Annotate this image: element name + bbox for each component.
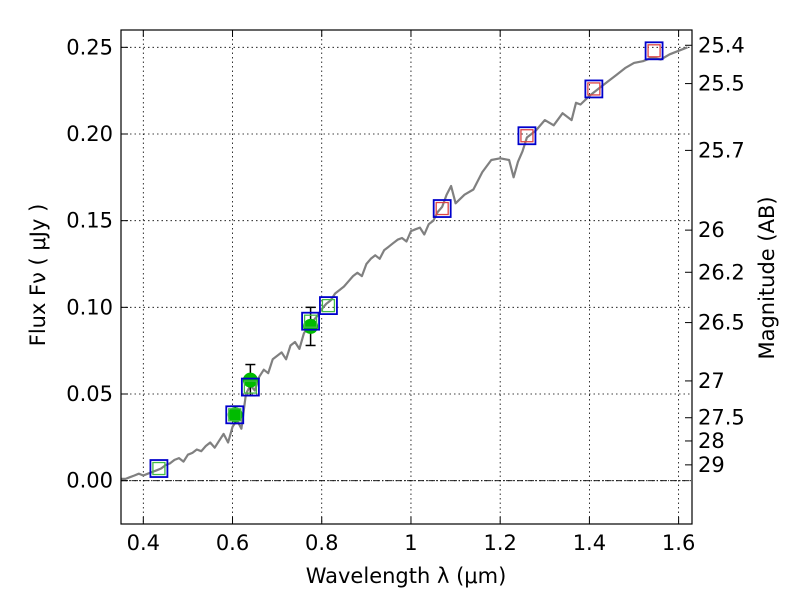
spectrum-series xyxy=(121,46,688,480)
model-box-inner xyxy=(647,44,661,58)
model-box xyxy=(301,311,320,331)
plot-frame xyxy=(120,29,693,525)
y-tick-label: 0.00 xyxy=(66,469,113,493)
magnitude-tick-label: 26.5 xyxy=(698,311,745,335)
magnitude-tick-label: 25.4 xyxy=(698,33,745,57)
model-box-inner xyxy=(152,461,166,476)
model-box-inner xyxy=(321,298,336,313)
y-axis-label: Flux Fν ( μJy ) xyxy=(26,204,50,347)
observed-point xyxy=(227,407,243,423)
x-tick-label: 1.4 xyxy=(573,531,606,555)
y-tick-label: 0.10 xyxy=(66,295,113,319)
observed-point xyxy=(303,318,319,334)
magnitude-tick-label: 27 xyxy=(698,369,725,393)
observed-point xyxy=(242,372,258,388)
model-box-inner xyxy=(228,408,242,422)
model-box-inner xyxy=(243,380,258,394)
model-box xyxy=(319,296,338,316)
magnitude-tick-label: 26.2 xyxy=(698,260,745,284)
magnitude-tick-label: 27.5 xyxy=(698,406,745,430)
magnitude-tick-label: 25.7 xyxy=(698,138,745,162)
model-box xyxy=(644,41,664,61)
y-tick-labels: 0.00 0.05 0.10 0.15 0.20 0.25 xyxy=(66,35,113,492)
x-tick-label: 0.4 xyxy=(127,531,160,555)
model-box-series xyxy=(149,41,664,478)
model-box-inner xyxy=(435,201,449,216)
grid-lines xyxy=(121,30,692,524)
x-tick-label: 1.2 xyxy=(483,531,516,555)
model-box xyxy=(432,199,452,218)
x-tick-labels: 0.4 0.6 0.8 1 1.2 1.4 1.6 xyxy=(127,531,696,555)
magnitude-axis-label: Magnitude (AB) xyxy=(755,196,779,359)
x-tick-label: 1.6 xyxy=(662,531,695,555)
magnitude-tick-label: 26 xyxy=(698,218,725,242)
model-box xyxy=(517,126,537,146)
model-box-inner xyxy=(587,82,601,96)
spectrum-line xyxy=(121,46,688,480)
model-box xyxy=(240,377,260,397)
x-axis-label: Wavelength λ (μm) xyxy=(306,564,507,588)
model-box-inner xyxy=(303,314,318,328)
model-box xyxy=(584,79,604,99)
magnitude-tick-label: 29 xyxy=(698,453,725,477)
x-tick-label: 0.6 xyxy=(216,531,249,555)
axis-ticks xyxy=(121,30,692,524)
x-tick-label: 1 xyxy=(404,531,417,555)
model-box xyxy=(225,405,245,425)
y-tick-label: 0.20 xyxy=(66,122,113,146)
y-tick-label: 0.15 xyxy=(66,209,113,233)
x-tick-label: 0.8 xyxy=(305,531,338,555)
y-tick-label: 0.25 xyxy=(66,35,113,59)
magnitude-tick-label: 25.5 xyxy=(698,72,745,96)
model-box xyxy=(149,459,169,478)
y-tick-label: 0.05 xyxy=(66,382,113,406)
model-box-inner xyxy=(520,129,534,143)
magnitude-tick-label: 28 xyxy=(698,429,725,453)
